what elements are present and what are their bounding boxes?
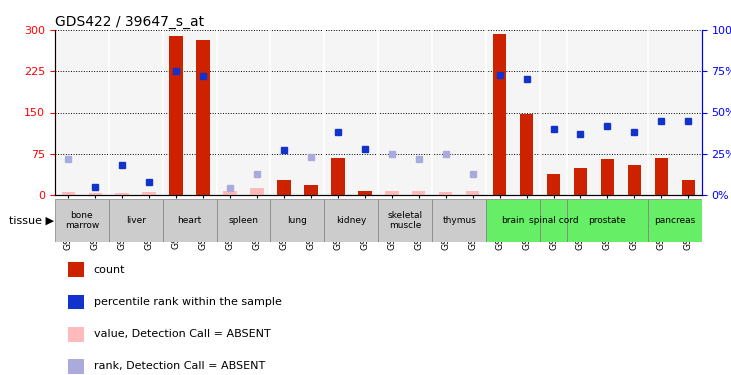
Bar xyxy=(143,192,156,195)
Text: prostate: prostate xyxy=(588,216,626,225)
Bar xyxy=(567,199,648,242)
Bar xyxy=(304,185,318,195)
Text: count: count xyxy=(94,265,125,275)
Text: tissue ▶: tissue ▶ xyxy=(10,215,54,225)
Bar xyxy=(412,191,425,195)
Bar xyxy=(68,295,84,309)
Text: spleen: spleen xyxy=(229,216,259,225)
Bar xyxy=(170,36,183,195)
Text: kidney: kidney xyxy=(336,216,366,225)
Bar xyxy=(250,188,264,195)
Bar xyxy=(331,158,344,195)
Bar xyxy=(540,199,567,242)
Bar xyxy=(68,262,84,277)
Bar xyxy=(654,158,668,195)
Bar xyxy=(466,190,480,195)
Bar xyxy=(439,192,452,195)
Bar xyxy=(378,199,432,242)
Bar xyxy=(109,199,162,242)
Bar xyxy=(197,40,210,195)
Text: rank, Detection Call = ABSENT: rank, Detection Call = ABSENT xyxy=(94,362,265,371)
Text: liver: liver xyxy=(126,216,145,225)
Text: thymus: thymus xyxy=(442,216,476,225)
Bar xyxy=(547,174,560,195)
Text: GDS422 / 39647_s_at: GDS422 / 39647_s_at xyxy=(55,15,204,29)
Text: brain: brain xyxy=(501,216,525,225)
Bar xyxy=(68,359,84,374)
Bar xyxy=(358,190,371,195)
Bar xyxy=(88,193,102,195)
Text: spinal cord: spinal cord xyxy=(529,216,578,225)
Bar xyxy=(432,199,486,242)
Bar xyxy=(68,327,84,342)
Bar xyxy=(223,190,237,195)
Text: bone
marrow: bone marrow xyxy=(64,211,99,230)
Bar xyxy=(648,199,702,242)
Text: heart: heart xyxy=(178,216,202,225)
Bar xyxy=(55,199,109,242)
Bar xyxy=(520,114,534,195)
Bar xyxy=(277,180,291,195)
Bar xyxy=(493,34,507,195)
Bar xyxy=(325,199,378,242)
Bar xyxy=(216,199,270,242)
Bar xyxy=(628,165,641,195)
Text: skeletal
muscle: skeletal muscle xyxy=(387,211,423,230)
Text: pancreas: pancreas xyxy=(654,216,695,225)
Bar xyxy=(162,199,216,242)
Bar xyxy=(486,199,540,242)
Bar xyxy=(574,168,587,195)
Bar xyxy=(601,159,614,195)
Bar xyxy=(270,199,325,242)
Text: value, Detection Call = ABSENT: value, Detection Call = ABSENT xyxy=(94,329,270,339)
Text: percentile rank within the sample: percentile rank within the sample xyxy=(94,297,281,307)
Bar xyxy=(115,193,129,195)
Bar xyxy=(681,180,695,195)
Bar xyxy=(385,190,398,195)
Text: lung: lung xyxy=(287,216,307,225)
Bar xyxy=(61,192,75,195)
